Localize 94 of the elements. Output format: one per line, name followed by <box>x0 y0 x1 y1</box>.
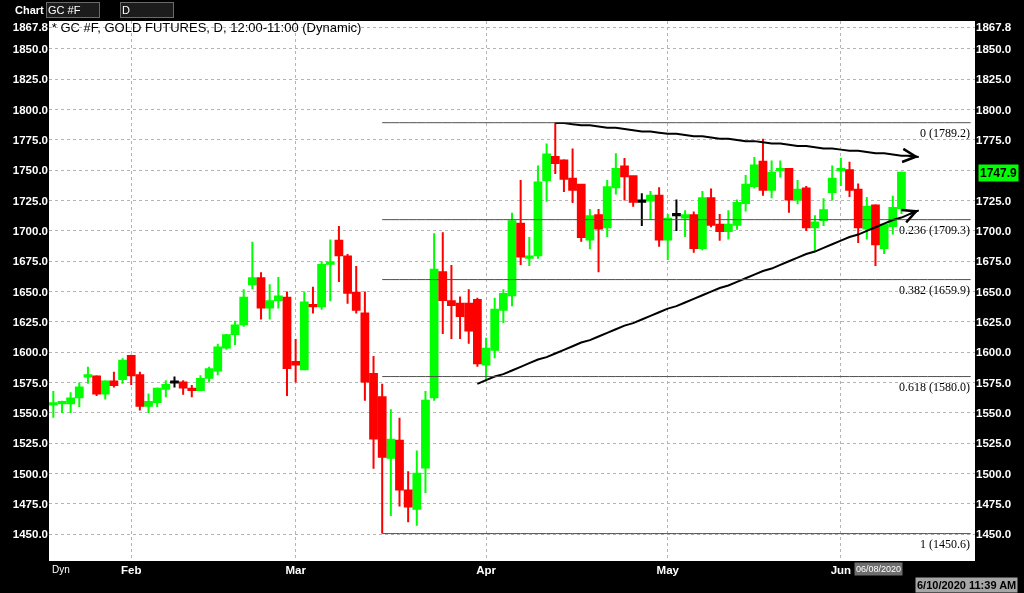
candlestick <box>256 271 266 321</box>
series-label: 0.382 (1659.9) <box>899 283 970 297</box>
candlestick <box>836 157 846 188</box>
candlestick <box>654 186 664 248</box>
candlestick <box>585 208 595 251</box>
candlestick <box>672 198 681 232</box>
x-tick-label: Mar <box>285 563 307 576</box>
candlestick <box>118 357 127 385</box>
candlestick <box>516 178 526 266</box>
y2-tick-label: 1600.0 <box>976 346 1012 359</box>
y-tick-label: 1850.0 <box>12 42 48 55</box>
candlestick <box>784 168 794 214</box>
x-tick-label: Jun <box>830 563 852 576</box>
series-label: 0 (1789.2) <box>920 126 970 140</box>
candlestick <box>775 159 785 179</box>
y2-tick-label: 1500.0 <box>976 467 1012 480</box>
candlestick <box>819 197 828 228</box>
y2-tick-label: 1575.0 <box>976 376 1012 389</box>
candlestick <box>248 240 257 291</box>
candlestick <box>170 375 179 389</box>
text: 1747.9 <box>980 166 1018 180</box>
candlestick <box>109 370 119 389</box>
y2-tick-label: 1625.0 <box>976 315 1012 328</box>
series-label: 0.236 (1709.3) <box>899 223 970 237</box>
candlestick <box>421 390 430 495</box>
y-tick-label: 1575.0 <box>12 376 48 389</box>
candlestick <box>429 232 439 402</box>
y-tick-label: 1650.0 <box>12 285 48 298</box>
candlestick <box>801 185 811 232</box>
y-tick-label: 1867.8 <box>12 21 49 34</box>
x-tick-label: Feb <box>120 563 142 576</box>
candlestick <box>698 189 707 252</box>
y-tick-label: 1775.0 <box>12 133 48 146</box>
candlestick <box>680 209 690 238</box>
candlestick <box>793 178 802 206</box>
candlestick <box>637 192 647 228</box>
y-tick-label: 1450.0 <box>12 528 48 541</box>
y2-tick-label: 1450.0 <box>976 528 1012 541</box>
y-tick-label: 1600.0 <box>12 346 48 359</box>
candlestick <box>542 142 551 203</box>
candlestick <box>862 195 872 241</box>
x-tick-label: Apr <box>476 563 497 576</box>
candlestick <box>92 374 101 397</box>
y-tick-label: 1475.0 <box>12 497 48 510</box>
candlestick <box>646 189 655 222</box>
chart-title: * GC #F, GOLD FUTURES, D, 12:00-11:00 (Dynamic) <box>51 20 362 36</box>
y-tick-label: 1675.0 <box>12 255 48 268</box>
candlestick <box>386 408 396 518</box>
x-tick-label: May <box>656 563 680 576</box>
y2-tick-label: 1775.0 <box>976 133 1012 146</box>
y2-tick-label: 1825.0 <box>976 73 1012 86</box>
candlestick <box>594 208 603 274</box>
text: Dyn <box>52 564 70 575</box>
text: Chart <box>15 4 45 16</box>
y2-tick-label: 1675.0 <box>976 255 1012 268</box>
candlestick <box>308 285 318 315</box>
y2-tick-label: 1525.0 <box>976 437 1012 450</box>
y2-tick-label: 1800.0 <box>976 103 1012 116</box>
y2-tick-label: 1867.8 <box>976 21 1012 34</box>
candlestick <box>827 164 837 202</box>
y-tick-label: 1625.0 <box>12 315 48 328</box>
text: 6/10/2020 11:39 AM <box>917 579 1017 591</box>
candlestick <box>810 214 820 253</box>
series-label: 0.618 (1580.0) <box>899 380 970 394</box>
y2-tick-label: 1475.0 <box>976 497 1012 510</box>
y-tick-label: 1800.0 <box>12 103 48 116</box>
candlestick <box>767 159 776 200</box>
candlestick <box>663 212 673 262</box>
candlestick <box>395 416 404 508</box>
y-tick-label: 1525.0 <box>12 437 48 450</box>
candlestick <box>83 365 93 385</box>
y2-tick-label: 1700.0 <box>976 224 1012 237</box>
text: D <box>122 4 130 16</box>
y-tick-label: 1825.0 <box>12 73 48 86</box>
candlestick <box>689 210 699 254</box>
y2-tick-label: 1850.0 <box>976 42 1012 55</box>
candlestick <box>871 203 880 268</box>
y-tick-label: 1550.0 <box>12 406 48 419</box>
series-label: 1 (1450.6) <box>920 537 970 551</box>
candlestick <box>100 379 110 401</box>
candlestick <box>299 290 309 371</box>
y2-tick-label: 1650.0 <box>976 285 1012 298</box>
candlestick <box>412 449 422 527</box>
y2-tick-label: 1725.0 <box>976 194 1012 207</box>
text: GC #F <box>48 4 81 16</box>
y-tick-label: 1750.0 <box>12 164 48 177</box>
y-tick-label: 1725.0 <box>12 194 48 207</box>
y-tick-label: 1700.0 <box>12 224 48 237</box>
candlestick <box>403 470 413 524</box>
text: 06/08/2020 <box>856 564 902 574</box>
y2-tick-label: 1550.0 <box>976 406 1012 419</box>
candlestick <box>239 288 249 328</box>
y-tick-label: 1500.0 <box>12 467 48 480</box>
candlestick <box>758 137 768 197</box>
